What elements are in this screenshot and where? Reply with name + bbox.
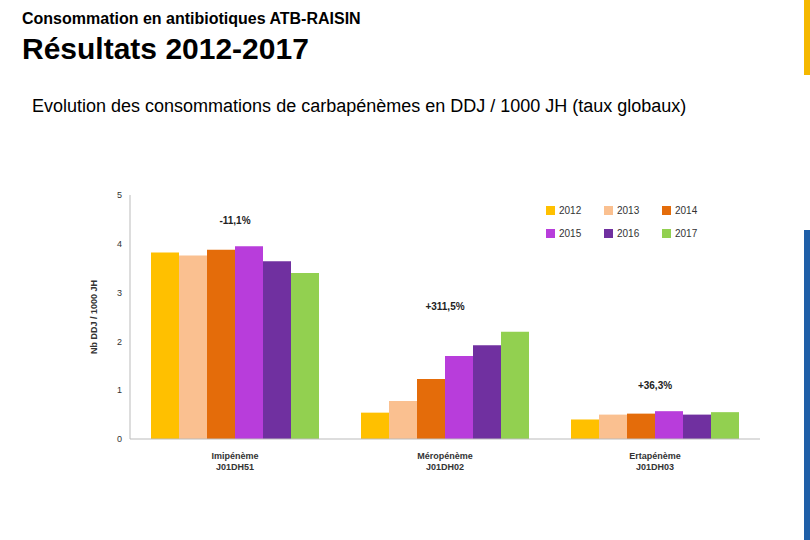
html-text:2012: 2012 bbox=[559, 205, 582, 216]
svg-text:3: 3 bbox=[117, 288, 122, 298]
html-text:2015: 2015 bbox=[559, 228, 582, 239]
svg-text:J01DH03: J01DH03 bbox=[636, 462, 674, 472]
html-text:2016: 2016 bbox=[617, 228, 640, 239]
html-text:Evolution des consommations de: Evolution des consommations de carbapénè… bbox=[32, 96, 687, 116]
svg-text:1: 1 bbox=[117, 385, 122, 395]
html-text:2014: 2014 bbox=[675, 205, 698, 216]
svg-text:5: 5 bbox=[117, 190, 122, 200]
svg-text:Ertapénème: Ertapénème bbox=[629, 451, 681, 461]
svg-text:4: 4 bbox=[117, 239, 122, 249]
svg-text:-11,1%: -11,1% bbox=[219, 215, 250, 226]
svg-text:+311,5%: +311,5% bbox=[425, 301, 464, 312]
html-text:2017: 2017 bbox=[675, 228, 698, 239]
svg-text:Méropénème: Méropénème bbox=[417, 451, 473, 461]
svg-text:Nb DDJ / 1000 JH: Nb DDJ / 1000 JH bbox=[89, 280, 99, 354]
html-text:2013: 2013 bbox=[617, 205, 640, 216]
svg-text:J01DH51: J01DH51 bbox=[216, 462, 254, 472]
svg-text:Imipénème: Imipénème bbox=[211, 451, 258, 461]
svg-text:+36,3%: +36,3% bbox=[638, 380, 672, 391]
html-text:Consommation en antibiotiques: Consommation en antibiotiques ATB-RAISIN bbox=[22, 10, 361, 27]
svg-text:2: 2 bbox=[117, 337, 122, 347]
html-text:Résultats 2012-2017: Résultats 2012-2017 bbox=[22, 32, 309, 65]
svg-text:0: 0 bbox=[117, 434, 122, 444]
svg-text:J01DH02: J01DH02 bbox=[426, 462, 464, 472]
